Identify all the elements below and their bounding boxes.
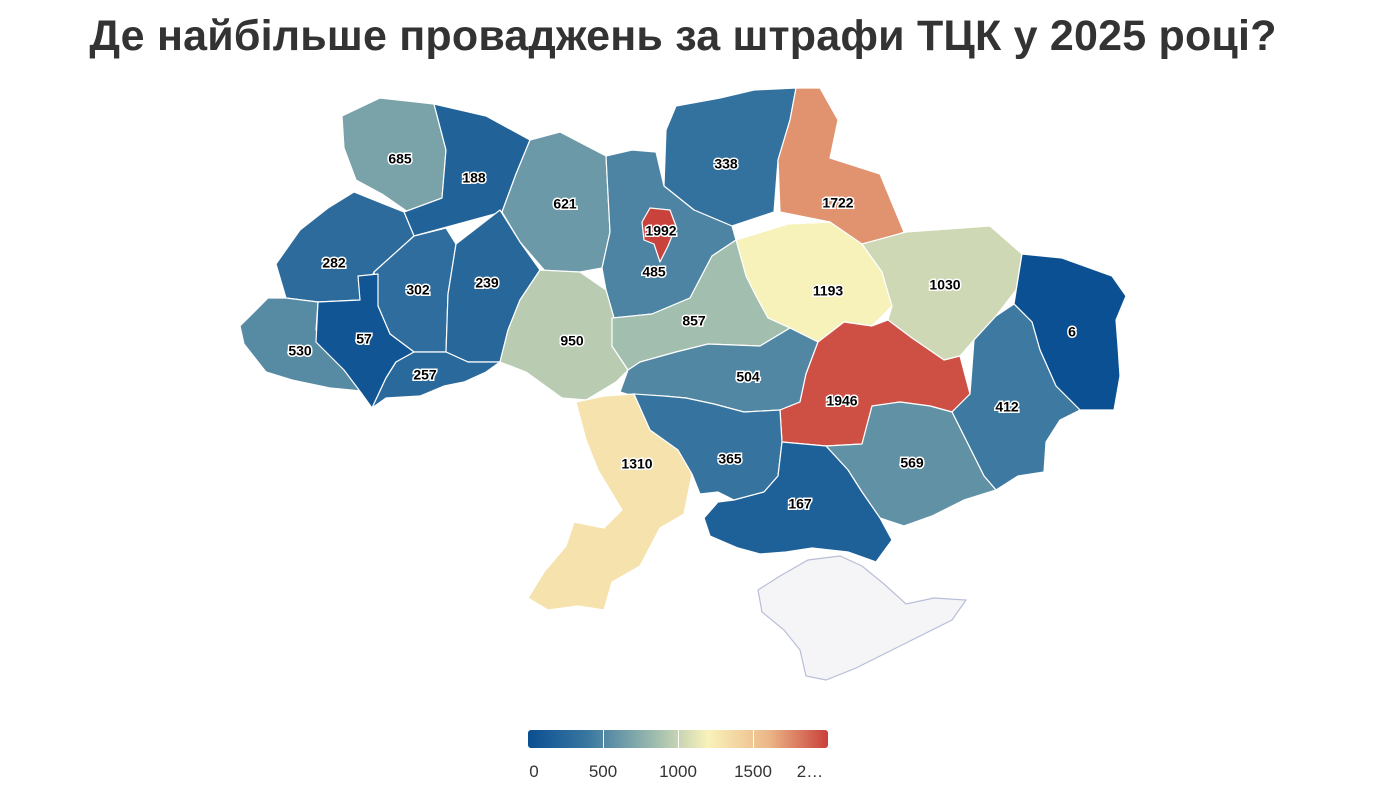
region-r25[interactable]: [703, 441, 893, 563]
value-label-r15: 57: [356, 331, 372, 347]
legend-tick-mark: [603, 730, 604, 748]
value-label-r2: 188: [462, 170, 486, 186]
value-label-r14: 530: [288, 343, 312, 359]
value-label-r7: 1992: [645, 223, 676, 239]
region-value-labels: 685 188 621 338 1722 485 1992 282 302 23…: [287, 149, 1078, 513]
value-label-r12: 1030: [929, 277, 960, 293]
region-r18[interactable]: [371, 351, 501, 409]
region-r14[interactable]: [239, 297, 373, 393]
value-label-r24: 569: [900, 455, 924, 471]
value-label-r1: 685: [388, 151, 412, 167]
legend-tick-label: 500: [588, 762, 618, 781]
value-label-r10: 239: [475, 275, 499, 291]
value-label-r21: 412: [995, 399, 1019, 415]
value-label-r5: 1722: [822, 195, 853, 211]
map-title: Де найбільше проваджень за штрафи ТЦК у …: [89, 12, 1277, 60]
value-label-r17: 857: [682, 313, 706, 329]
region-r16[interactable]: [499, 269, 629, 401]
value-label-r3: 621: [553, 196, 577, 212]
legend-tick-mark: [678, 730, 679, 748]
legend-tick-label: 1500: [734, 762, 772, 781]
value-label-r22: 1310: [621, 456, 652, 472]
legend-tick-label: 1000: [659, 762, 697, 781]
legend-tick-mark: [753, 730, 754, 748]
crimea-region: [757, 555, 968, 681]
legend-tick-label: 2…: [796, 762, 824, 781]
value-label-r13: 6: [1068, 324, 1076, 340]
region-r2[interactable]: [403, 103, 531, 237]
region-r4[interactable]: [663, 87, 797, 227]
value-label-r4: 338: [714, 156, 738, 172]
value-label-r25: 167: [788, 496, 812, 512]
value-label-r16: 950: [560, 333, 584, 349]
value-label-r11: 1193: [813, 283, 844, 299]
value-label-r23: 365: [718, 451, 742, 467]
value-label-r9: 302: [406, 282, 430, 298]
color-scale-legend: [528, 730, 828, 748]
region-r7[interactable]: [641, 207, 677, 263]
value-label-r6: 485: [642, 264, 666, 280]
value-label-r20: 1946: [826, 393, 857, 409]
value-label-r19: 504: [736, 369, 760, 385]
value-label-r8: 282: [322, 255, 346, 271]
legend-tick-label: 0: [529, 762, 539, 781]
value-label-r18: 257: [413, 367, 437, 383]
